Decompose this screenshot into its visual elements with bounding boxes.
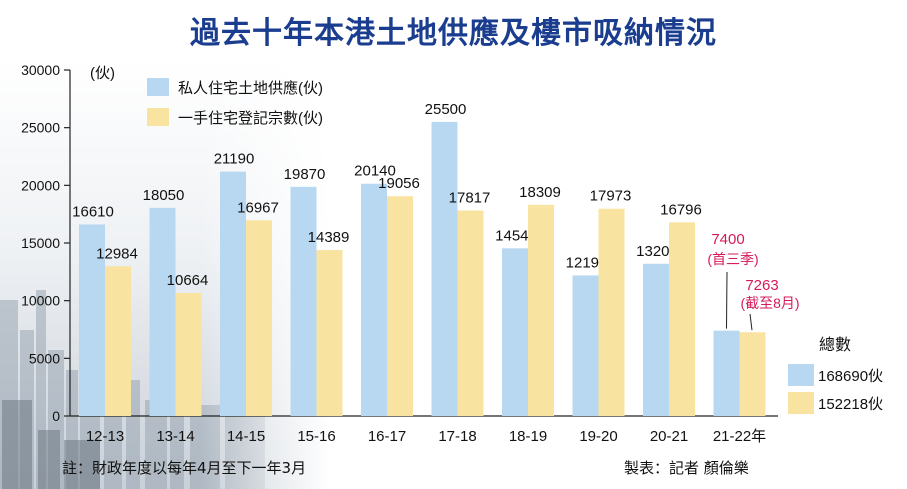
bar-value-label: 16796 (660, 201, 702, 218)
bar-value-label: 16610 (72, 203, 114, 220)
supply-annotation-note: (首三季) (707, 251, 758, 267)
totals-supply: 168690伙 (818, 368, 883, 385)
y-tick-label: 0 (52, 408, 60, 424)
bar-sales (175, 293, 202, 416)
y-tick-label: 15000 (21, 235, 60, 251)
bar-supply (149, 207, 176, 416)
bar-value-label: 21190 (214, 151, 255, 168)
totals-heading: 總數 (819, 336, 851, 354)
bar-supply (502, 248, 528, 416)
bar-value-label: 10664 (167, 272, 209, 289)
y-tick-label: 25000 (21, 120, 60, 136)
bar-value-label: 13200 (636, 243, 678, 260)
bar-value-label: 17973 (590, 188, 632, 205)
bar-sales (669, 222, 695, 416)
x-tick-label: 20-21 (650, 428, 688, 445)
x-tick-label: 16-17 (368, 428, 406, 445)
x-tick-label: 17-18 (438, 428, 476, 445)
bar-value-label: 19056 (378, 175, 420, 192)
bar-sales (457, 210, 484, 416)
bar-value-label: 14540 (495, 227, 537, 244)
bar-sales (105, 266, 131, 416)
footnote: 註：財政年度以每年4月至下一年3月 (62, 459, 307, 477)
bar-sales (246, 220, 272, 416)
x-tick-label: 13-14 (156, 428, 194, 445)
bar-supply (643, 263, 669, 416)
sales-annotation-value: 7263 (745, 277, 778, 294)
supply-annotation-leader (726, 271, 728, 329)
bar-sales (598, 208, 625, 416)
legend-label-sales: 一手住宅登記宗數(伙) (178, 109, 323, 127)
bar-sales (739, 332, 766, 416)
x-tick-label: 21-22年 (713, 428, 766, 445)
supply-annotation-value: 7400 (711, 231, 744, 248)
y-axis-unit: (伙) (90, 65, 115, 82)
bar-supply (713, 330, 740, 416)
bar-sales (316, 250, 343, 416)
legend-label-supply: 私人住宅土地供應(伙) (178, 79, 323, 97)
bar-supply (220, 171, 246, 416)
y-tick-label: 10000 (21, 293, 60, 309)
bar-supply (79, 224, 105, 416)
x-tick-label: 19-20 (579, 428, 617, 445)
sales-annotation-note: (截至8月) (740, 295, 799, 311)
sales-annotation-leader (749, 313, 753, 331)
y-tick-label: 30000 (21, 62, 60, 78)
x-tick-label: 18-19 (509, 428, 547, 445)
totals-swatch-supply (788, 364, 814, 386)
bar-value-label: 12190 (566, 254, 608, 271)
bar-value-label: 20140 (354, 163, 396, 180)
bar-value-label: 18050 (143, 187, 185, 204)
bar-supply (290, 186, 317, 416)
bar-value-label: 18309 (519, 184, 561, 201)
totals-swatch-sales (788, 392, 814, 414)
x-tick-label: 15-16 (297, 428, 335, 445)
x-tick-label: 14-15 (227, 428, 265, 445)
bar-value-label: 25500 (425, 101, 467, 118)
legend-swatch-supply (147, 78, 169, 96)
bar-value-label: 14389 (308, 229, 350, 246)
bar-supply (361, 183, 387, 416)
bar-value-label: 16967 (237, 199, 279, 216)
chart-title: 過去十年本港土地供應及樓市吸納情況 (190, 16, 717, 51)
x-tick-label: 12-13 (86, 428, 124, 445)
totals-sales: 152218伙 (818, 396, 883, 413)
bar-sales (528, 204, 554, 416)
bar-value-label: 19870 (284, 166, 326, 183)
y-tick-label: 20000 (21, 177, 60, 193)
bar-value-label: 17817 (449, 190, 491, 207)
bar-value-label: 12984 (96, 245, 138, 262)
bar-supply (572, 275, 599, 416)
bar-supply (431, 121, 458, 417)
y-tick-label: 5000 (29, 350, 60, 366)
bar-sales (387, 196, 413, 416)
credit-line: 製表：記者 顏倫樂 (624, 459, 749, 477)
legend-swatch-sales (147, 108, 169, 126)
